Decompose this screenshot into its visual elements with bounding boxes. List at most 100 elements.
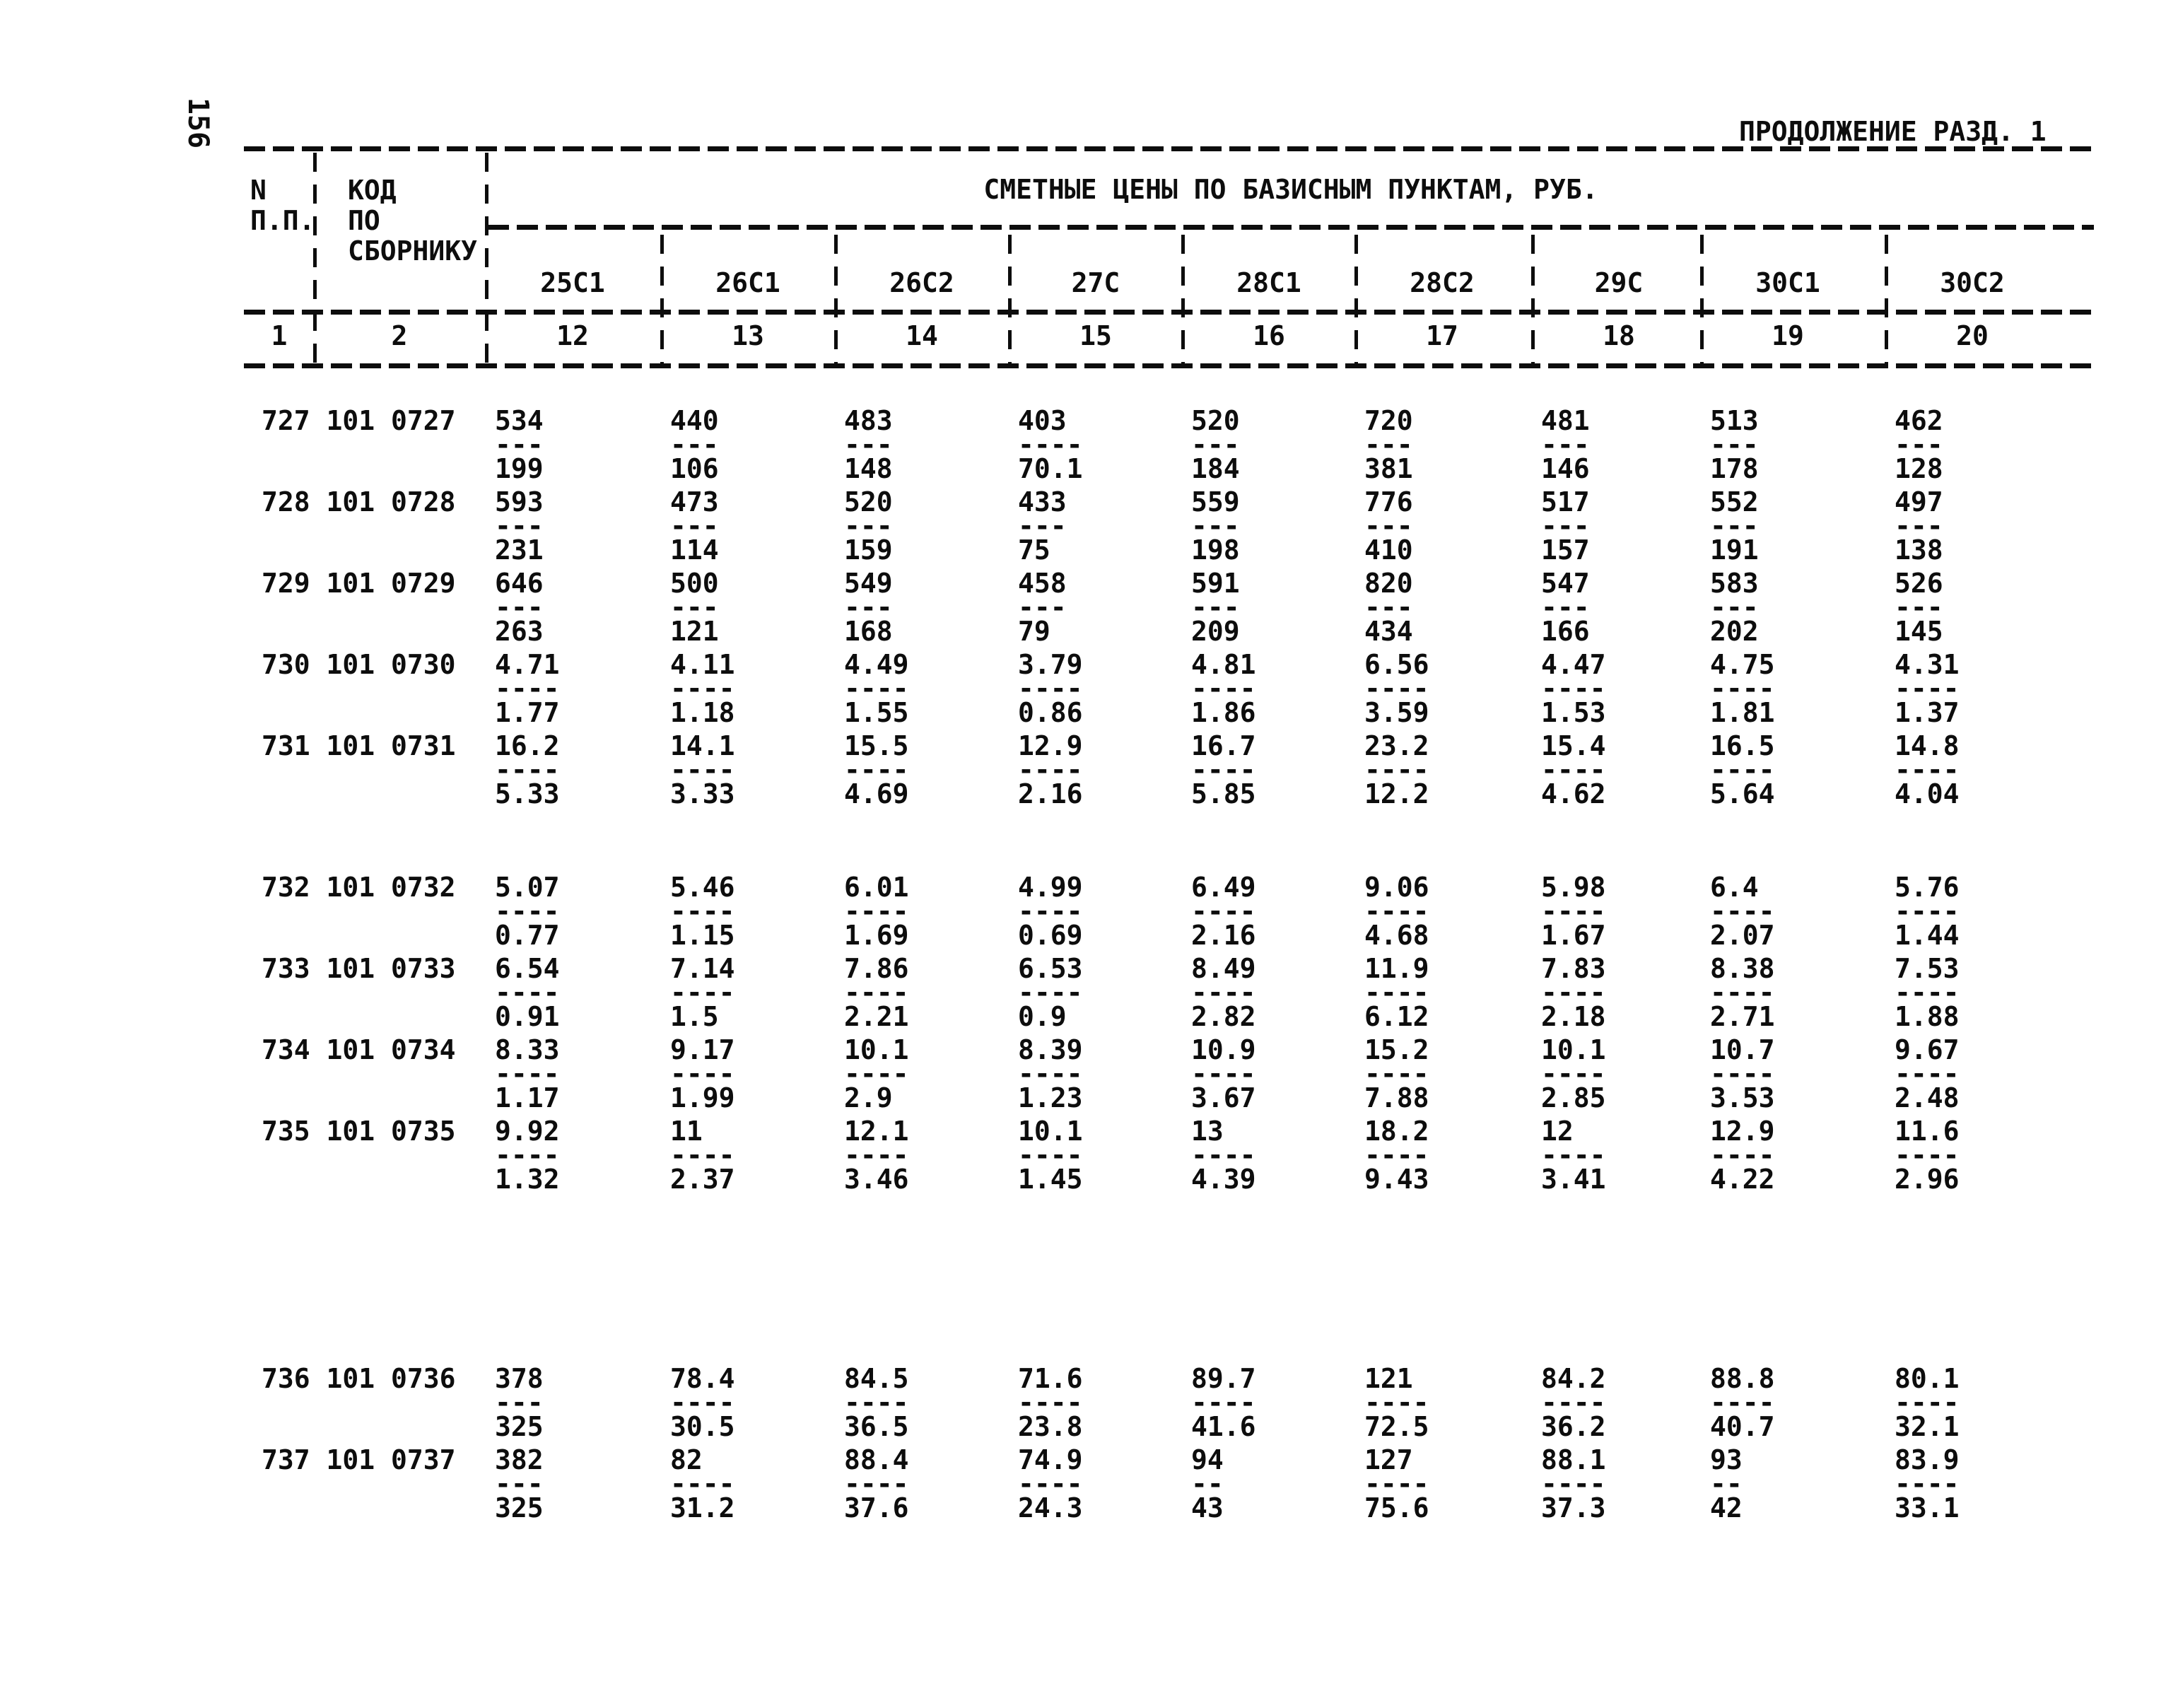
group-header-rule	[488, 225, 2094, 230]
price-column-divider	[1181, 235, 1185, 363]
fraction-bar: ----	[1541, 1468, 1606, 1499]
fraction-denominator: 325	[495, 1492, 544, 1523]
fraction-bar: ----	[1018, 1387, 1083, 1418]
fraction-denominator: 1.99	[670, 1082, 735, 1113]
fraction-denominator: 1.37	[1895, 697, 1960, 728]
fraction-bar: ---	[1710, 429, 1759, 460]
fraction-bar: ----	[670, 977, 735, 1008]
fraction-numerator: 5.98	[1541, 872, 1606, 903]
fraction-numerator: 82	[670, 1444, 703, 1475]
fraction-bar: ----	[495, 1058, 560, 1089]
price-fraction: 646 --- 263	[495, 570, 544, 645]
price-fraction: 12.9 ---- 2.16	[1018, 732, 1083, 807]
price-fraction: 5.76 ---- 1.44	[1895, 874, 1960, 949]
table-top-rule	[244, 146, 2094, 151]
fraction-bar: ----	[1018, 1058, 1083, 1089]
price-fraction: 6.4 ---- 2.07	[1710, 874, 1775, 949]
fraction-bar: ----	[844, 896, 909, 927]
price-fraction: 462 --- 128	[1895, 407, 1943, 484]
fraction-denominator: 168	[844, 616, 893, 647]
fraction-bar: ---	[1364, 429, 1413, 460]
price-fraction: 720 --- 381	[1364, 407, 1413, 482]
fraction-bar: --	[1710, 1468, 1743, 1499]
fraction-bar: ---	[670, 429, 719, 460]
price-fraction: 10.7 ---- 3.53	[1710, 1036, 1775, 1111]
column-index-number: 18	[1603, 320, 1635, 351]
fraction-numerator: 593	[495, 486, 544, 517]
fraction-numerator: 440	[670, 405, 719, 436]
fraction-numerator: 4.47	[1541, 649, 1606, 680]
fraction-numerator: 8.49	[1191, 953, 1256, 984]
column-index-number: 20	[1956, 320, 1989, 351]
fraction-numerator: 88.8	[1710, 1363, 1775, 1394]
price-fraction: 15.5 ---- 4.69	[844, 732, 909, 807]
fraction-bar: --	[1191, 1468, 1224, 1499]
row-id: 731 101 0731	[262, 730, 456, 761]
price-fraction: 378 --- 325	[495, 1365, 544, 1440]
fraction-denominator: 2.96	[1895, 1164, 1960, 1195]
price-fraction: 517 --- 157	[1541, 489, 1590, 563]
price-column-header: 29С	[1594, 267, 1644, 298]
price-fraction: 520 --- 159	[844, 486, 893, 566]
fraction-bar: ----	[1710, 754, 1775, 785]
fraction-numerator: 583	[1710, 568, 1759, 599]
fraction-denominator: 3.33	[670, 778, 735, 809]
fraction-denominator: 2.18	[1541, 1001, 1606, 1032]
price-fraction: 433 --- 75	[1018, 489, 1067, 566]
fraction-bar: ----	[1710, 1387, 1775, 1418]
price-fraction: 15.4 ---- 4.62	[1541, 732, 1606, 807]
price-fraction: 552 --- 191	[1710, 489, 1759, 563]
fraction-numerator: 10.1	[844, 1034, 909, 1065]
fraction-denominator: 184	[1191, 453, 1240, 484]
price-fraction: 84.5 ---- 36.5	[844, 1365, 909, 1440]
fraction-denominator: 1.67	[1541, 920, 1606, 951]
fraction-numerator: 520	[844, 486, 893, 517]
fraction-denominator: 37.3	[1541, 1492, 1606, 1523]
fraction-denominator: 42	[1710, 1492, 1743, 1523]
price-fraction: 5.46 ---- 1.15	[670, 874, 735, 949]
fraction-denominator: 1.45	[1018, 1164, 1083, 1195]
fraction-denominator: 3.59	[1364, 697, 1429, 728]
fraction-denominator: 148	[844, 453, 893, 484]
row-id: 729 101 0729	[262, 568, 456, 599]
fraction-numerator: 7.83	[1541, 953, 1606, 984]
price-fraction: 520 --- 184	[1191, 407, 1240, 484]
fraction-denominator: 209	[1191, 616, 1240, 647]
price-fraction: 83.9 ---- 33.1	[1895, 1446, 1960, 1521]
fraction-denominator: 3.67	[1191, 1082, 1256, 1113]
fraction-denominator: 75.6	[1364, 1492, 1429, 1523]
fraction-denominator: 1.69	[844, 920, 909, 951]
fraction-denominator: 145	[1895, 616, 1943, 647]
price-fraction: 8.38 ---- 2.71	[1710, 955, 1775, 1030]
fraction-bar: ----	[1364, 754, 1429, 785]
price-fraction: 4.75 ---- 1.81	[1710, 651, 1775, 728]
fraction-bar: ----	[670, 1058, 735, 1089]
fraction-denominator: 1.23	[1018, 1082, 1083, 1113]
fraction-numerator: 4.71	[495, 649, 560, 680]
fraction-bar: ---	[1541, 510, 1590, 542]
fraction-denominator: 0.77	[495, 920, 560, 951]
fraction-denominator: 1.81	[1710, 697, 1775, 728]
fraction-denominator: 128	[1895, 453, 1943, 484]
price-column-header: 26С2	[889, 267, 954, 298]
fraction-denominator: 75	[1018, 534, 1050, 566]
fraction-denominator: 2.21	[844, 1001, 909, 1032]
fraction-numerator: 6.56	[1364, 649, 1429, 680]
fraction-bar: ----	[670, 1468, 735, 1499]
price-fraction: 820 --- 434	[1364, 570, 1413, 645]
price-fraction: 78.4 ---- 30.5	[670, 1365, 735, 1440]
fraction-numerator: 88.1	[1541, 1444, 1606, 1475]
price-fraction: 9.92 ---- 1.32	[495, 1118, 560, 1193]
price-column-divider	[1008, 235, 1012, 363]
fraction-bar: ---	[1364, 510, 1413, 542]
fraction-denominator: 159	[844, 534, 893, 566]
fraction-numerator: 559	[1191, 486, 1240, 517]
fraction-bar: ---	[844, 592, 893, 623]
fraction-denominator: 2.16	[1191, 920, 1256, 951]
price-fraction: 473 --- 114	[670, 489, 719, 563]
fraction-bar: ----	[1364, 896, 1429, 927]
price-fraction: 4.81 ---- 1.86	[1191, 651, 1256, 726]
price-column-header: 27С	[1071, 267, 1120, 298]
price-fraction: 534 --- 199	[495, 407, 544, 482]
fraction-numerator: 74.9	[1018, 1444, 1083, 1475]
